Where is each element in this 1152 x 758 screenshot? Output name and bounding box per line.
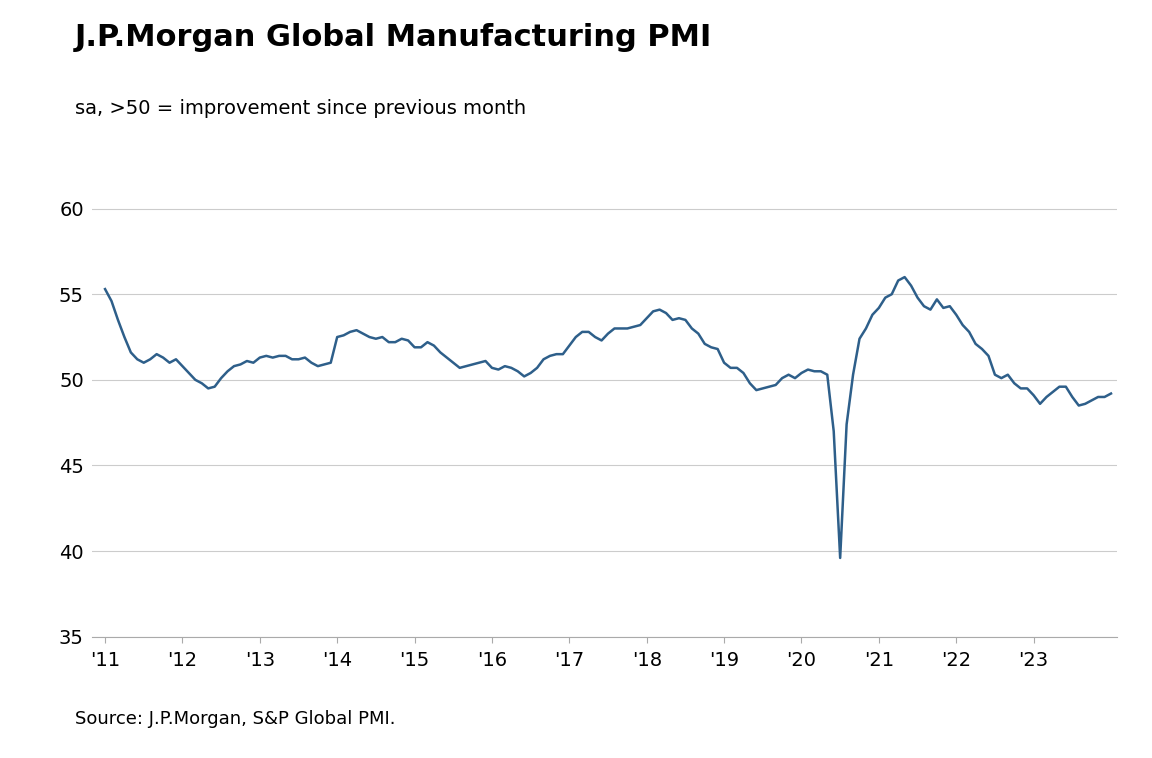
- Text: sa, >50 = improvement since previous month: sa, >50 = improvement since previous mon…: [75, 99, 526, 117]
- Text: Source: J.P.Morgan, S&P Global PMI.: Source: J.P.Morgan, S&P Global PMI.: [75, 709, 395, 728]
- Text: J.P.Morgan Global Manufacturing PMI: J.P.Morgan Global Manufacturing PMI: [75, 23, 712, 52]
